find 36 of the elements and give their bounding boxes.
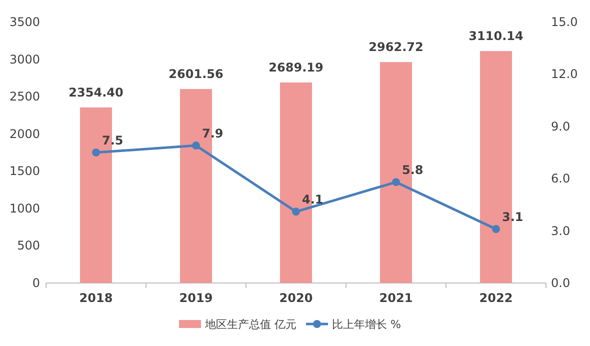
point [492, 225, 500, 234]
data-label: 2689.19 [268, 60, 324, 74]
data-label: 5.8 [402, 163, 424, 178]
y-tick-label: 3500 [9, 15, 40, 29]
y-tick-label: 0 [32, 276, 40, 290]
point [192, 142, 200, 150]
legend-label: 地区生产总值 亿元 [204, 318, 296, 331]
x-tick-label: 2022 [479, 291, 513, 305]
y2-tick-label: 0.0 [551, 276, 570, 290]
data-label: 7.9 [202, 126, 224, 141]
data-label: 4.1 [302, 192, 324, 207]
y-tick-label: 1000 [9, 201, 40, 216]
data-label: 2601.56 [168, 67, 224, 81]
y-tick-label: 3000 [9, 52, 40, 66]
y-tick-label: 2000 [9, 126, 40, 141]
y2-tick-label: 6.0 [551, 172, 570, 186]
y2-tick-label: 9.0 [551, 119, 570, 134]
y-tick-label: 2500 [9, 90, 40, 104]
y2-tick-label: 12.0 [551, 67, 578, 82]
y-tick-label: 500 [17, 238, 40, 253]
point [392, 178, 400, 186]
x-tick-label: 2021 [379, 291, 413, 305]
legend-label: 比上年增长 % [332, 318, 401, 331]
data-label: 3.1 [502, 210, 524, 224]
data-label: 2962.72 [368, 40, 424, 54]
y-tick-label: 1500 [9, 164, 40, 178]
x-tick-label: 2020 [279, 291, 313, 305]
data-label: 2354.40 [68, 85, 124, 100]
y2-tick-label: 3.0 [551, 224, 570, 238]
point [292, 208, 300, 216]
x-tick-label: 2019 [179, 291, 213, 305]
data-label: 3110.14 [468, 29, 524, 44]
y2-tick-label: 15.0 [551, 15, 578, 29]
x-tick-label: 2018 [79, 291, 113, 305]
point [92, 148, 100, 156]
data-label: 7.5 [102, 134, 124, 148]
